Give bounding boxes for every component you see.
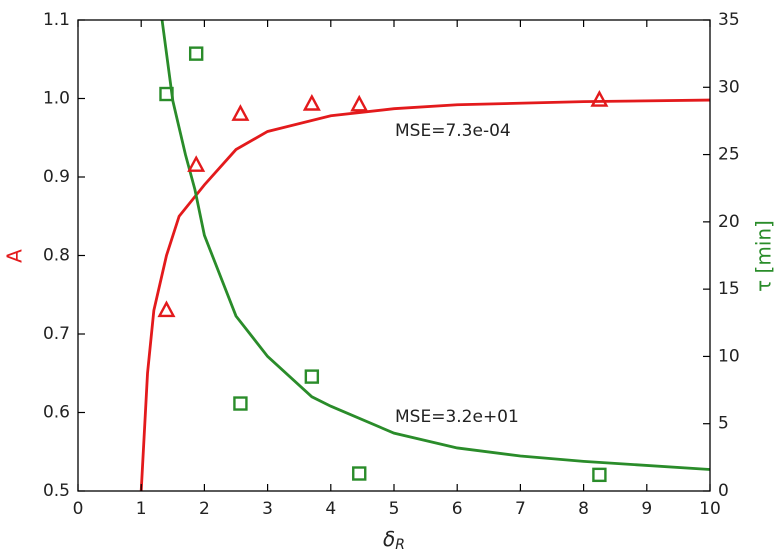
x-tick-label: 6 (452, 499, 463, 519)
x-tick-label: 5 (389, 499, 400, 519)
y-tick-label: 0.8 (43, 246, 70, 266)
x-tick-label: 1 (136, 499, 147, 519)
square-marker (304, 369, 320, 384)
y2-axis-label: τ [min] (752, 220, 776, 292)
y-tick-label: 1.1 (43, 10, 70, 30)
triangle-marker (350, 94, 369, 112)
x-tick-label: 9 (641, 499, 652, 519)
x-tick-label: 0 (73, 499, 84, 519)
x-tick-label: 7 (515, 499, 526, 519)
square-marker (188, 46, 204, 61)
y2-tick-label: 35 (718, 10, 740, 30)
annotation: MSE=7.3e-04 (395, 121, 511, 141)
y-tick-label: 0.5 (43, 481, 70, 501)
x-tick-label: 4 (325, 499, 336, 519)
triangle-marker (231, 104, 250, 121)
square-marker (159, 86, 174, 102)
y-tick-label: 0.9 (43, 167, 70, 187)
x-label-symbol: δ (383, 527, 395, 551)
triangle-marker (590, 90, 609, 107)
y-tick-label: 0.7 (43, 324, 70, 344)
square-marker (352, 466, 367, 481)
y2-tick-label: 10 (718, 346, 740, 366)
y-tick-label: 1.0 (43, 89, 70, 109)
fit-curve (160, 20, 710, 471)
x-tick-label: 8 (578, 499, 589, 519)
fit-curve (139, 98, 710, 491)
y2-tick-label: 15 (718, 279, 740, 299)
x-tick-label: 10 (699, 499, 721, 519)
triangle-marker (157, 300, 176, 318)
y-axis-label: A (3, 249, 27, 263)
x-label-subscript: R (395, 537, 405, 553)
square-marker (233, 396, 248, 411)
y2-tick-label: 30 (718, 77, 740, 97)
square-marker (592, 467, 607, 483)
y2-tick-label: 5 (718, 414, 729, 434)
y-tick-label: 0.6 (43, 403, 70, 423)
y2-tick-label: 20 (718, 212, 740, 232)
triangle-marker (187, 155, 206, 172)
triangle-marker (302, 93, 321, 111)
x-tick-label: 3 (262, 499, 273, 519)
x-tick-label: 2 (199, 499, 210, 519)
annotation: MSE=3.2e+01 (395, 407, 519, 427)
plot-area (139, 20, 710, 491)
x-axis-label: δR (383, 527, 405, 554)
y2-tick-label: 25 (718, 145, 740, 165)
y2-tick-label: 0 (718, 481, 729, 501)
